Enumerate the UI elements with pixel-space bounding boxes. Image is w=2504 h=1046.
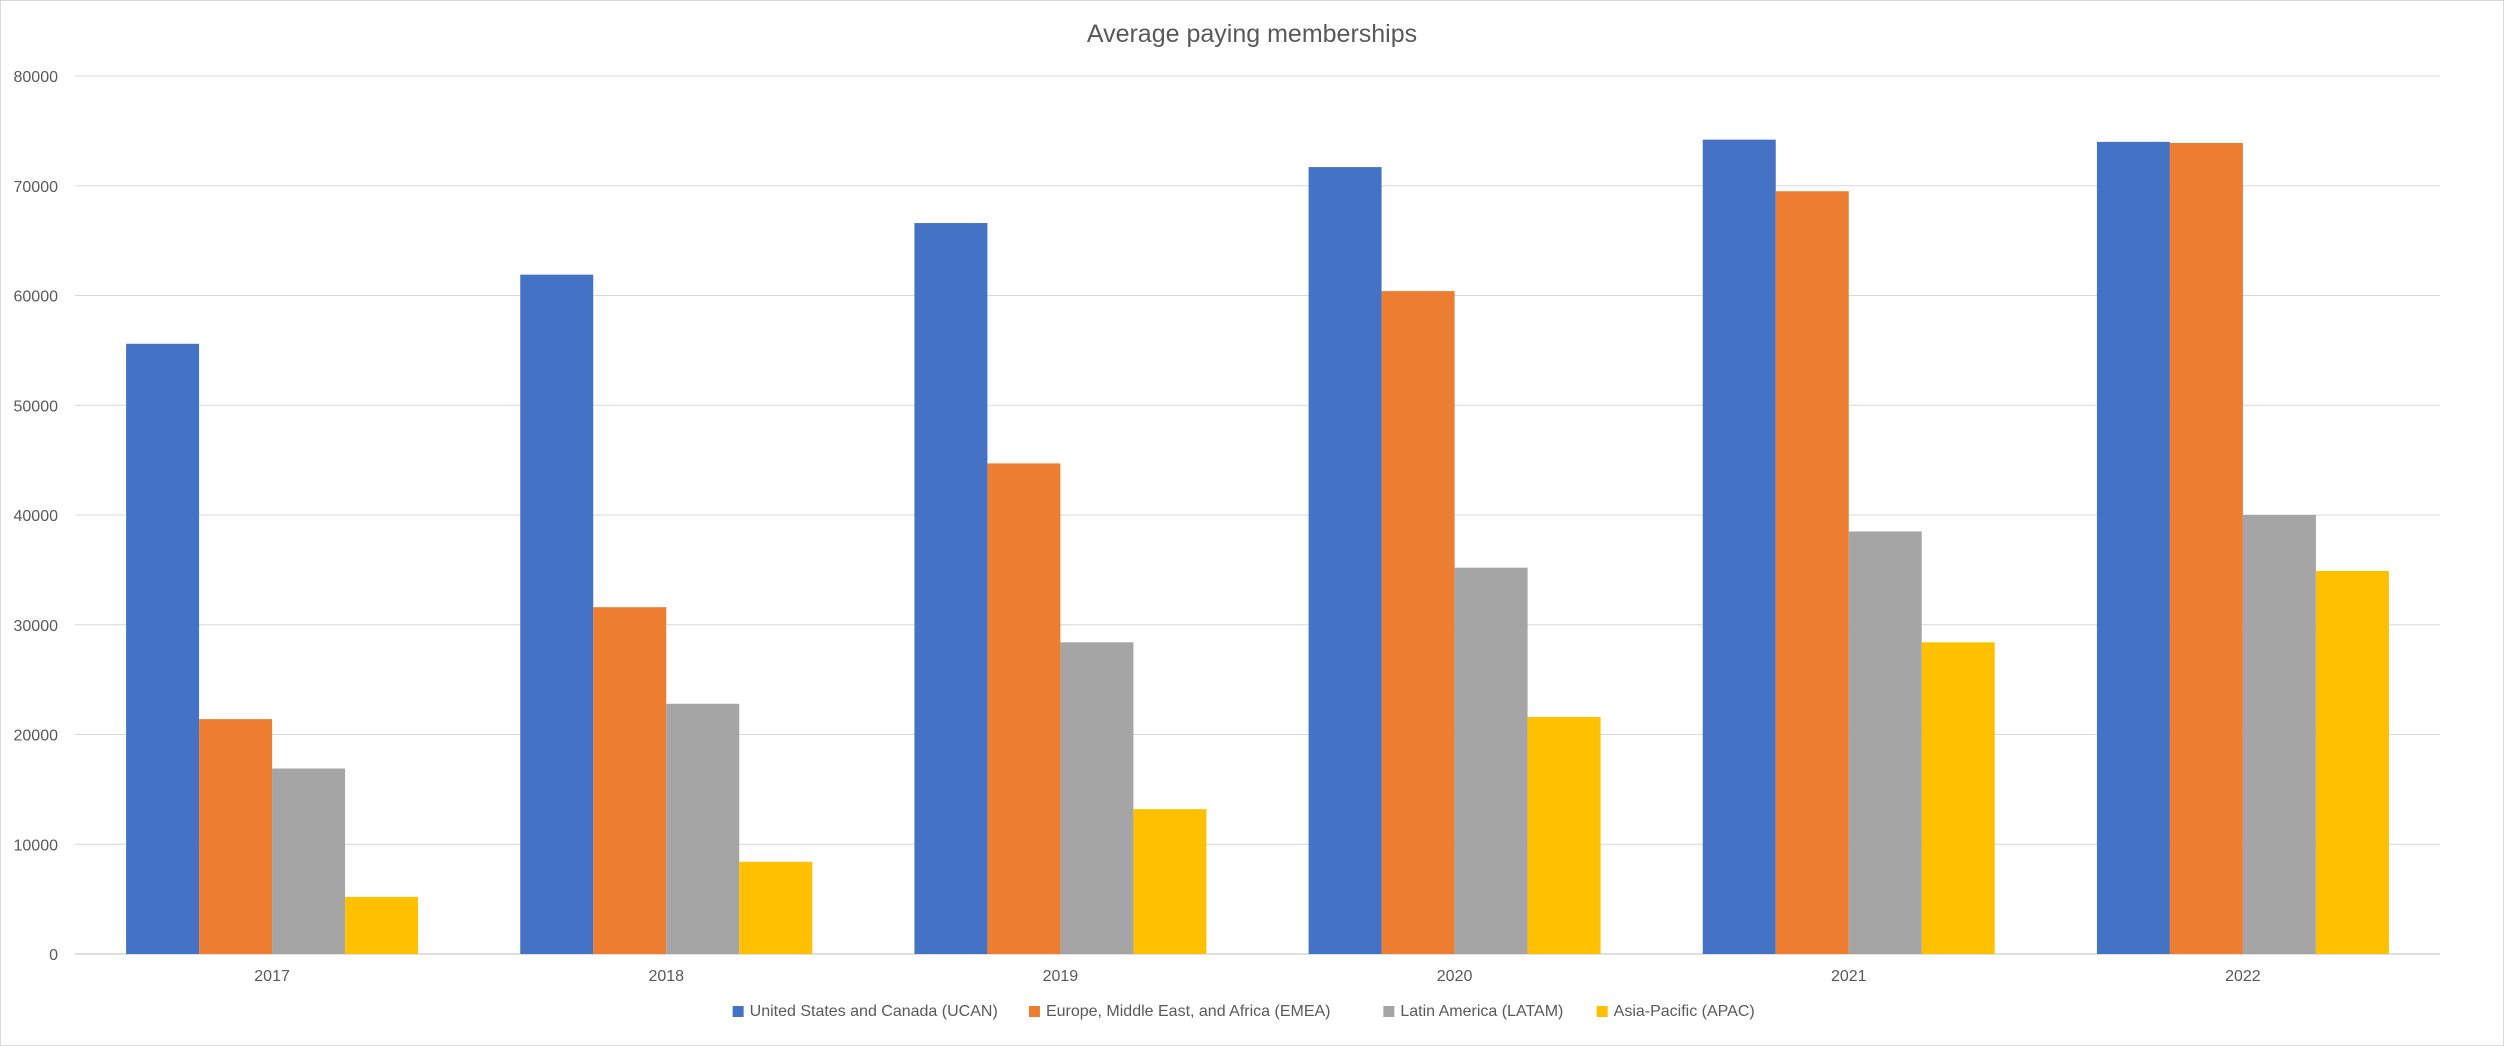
x-axis: 2017 2018 2019 2020 2021 2022 [254,968,2261,985]
bar [2242,515,2316,954]
y-tick-label: 40000 [14,508,59,525]
bar [1848,531,1922,954]
x-tick-label: 2018 [648,968,684,985]
bar [199,719,273,954]
bar [1060,642,1134,954]
bar [2315,570,2389,954]
bar [987,463,1061,954]
bar [1702,139,1776,954]
x-tick-label: 2020 [1437,968,1473,985]
legend-swatch [732,1006,744,1017]
y-tick-label: 0 [49,947,58,964]
y-tick-label: 20000 [14,728,59,745]
bar [593,607,667,954]
bars [126,139,2389,955]
legend-swatch [1383,1006,1395,1017]
x-tick-label: 2021 [1831,968,1867,985]
bar [1921,642,1995,954]
bar [126,343,200,954]
bar [1381,291,1455,954]
y-tick-label: 70000 [14,179,59,196]
bar [2169,142,2243,954]
y-tick-label: 80000 [14,69,59,86]
legend-swatch [1596,1006,1608,1017]
bar [2096,141,2170,955]
y-tick-label: 30000 [14,618,59,635]
bar [1308,167,1382,954]
bar [520,274,594,955]
bar [666,703,740,954]
y-tick-label: 50000 [14,398,59,415]
legend-label: Asia-Pacific (APAC) [1614,1003,1755,1020]
gridlines [75,75,2440,955]
legend-label: Latin America (LATAM) [1400,1003,1563,1020]
legend: United States and Canada (UCAN) Europe, M… [732,1003,1755,1020]
bar [1454,567,1528,954]
x-tick-label: 2017 [254,968,290,985]
bar [272,768,346,954]
bar [345,896,419,954]
bar [739,861,813,954]
y-tick-label: 10000 [14,837,59,854]
legend-label: Europe, Middle East, and Africa (EMEA) [1046,1003,1331,1020]
x-tick-label: 2019 [1043,968,1079,985]
y-axis: 0 10000 20000 30000 40000 50000 60000 70000 8000… [14,69,59,964]
x-tick-label: 2022 [2225,968,2261,985]
legend-swatch [1028,1006,1040,1017]
bar [914,223,988,954]
bar [1133,809,1207,954]
bar [1775,191,1849,955]
chart-title: Average paying memberships [1087,20,1417,48]
bar [1527,716,1601,954]
y-tick-label: 60000 [14,289,59,306]
legend-label: United States and Canada (UCAN) [750,1003,998,1020]
